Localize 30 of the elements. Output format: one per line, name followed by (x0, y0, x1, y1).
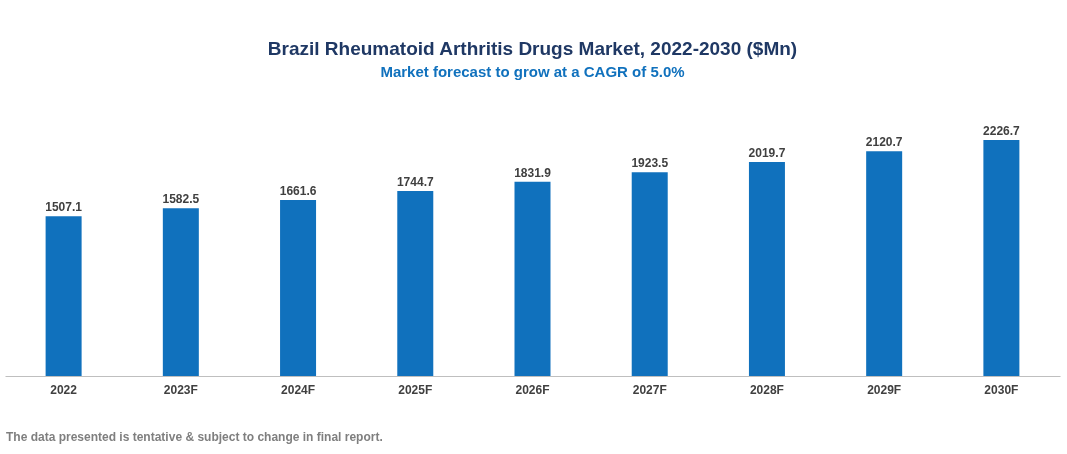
x-tick-label: 2025F (398, 382, 433, 397)
data-label: 1661.6 (279, 183, 317, 198)
bar (514, 181, 551, 376)
bar (748, 161, 785, 376)
x-tick-label: 2030F (984, 382, 1019, 397)
data-label: 1744.7 (396, 175, 434, 190)
data-label: 1507.1 (45, 200, 83, 215)
bar (45, 216, 82, 376)
bar (631, 172, 668, 376)
x-tick-label: 2026F (515, 382, 550, 397)
bar (397, 191, 434, 376)
x-tick-label: 2023F (163, 382, 198, 397)
data-label: 2019.7 (748, 145, 786, 160)
data-label: 2226.7 (983, 124, 1021, 138)
x-tick-label: 2028F (749, 382, 784, 397)
x-tick-label: 2022 (50, 382, 78, 397)
data-label: 1831.9 (514, 165, 552, 180)
bar (280, 199, 317, 376)
bar (866, 151, 903, 376)
bar (983, 140, 1020, 376)
x-tick-label: 2029F (867, 382, 902, 397)
x-tick-label: 2027F (632, 382, 667, 397)
x-tick-label: 2024F (281, 382, 316, 397)
chart-title: Brazil Rheumatoid Arthritis Drugs Market, 2022-2030 ($Mn) (267, 38, 798, 59)
data-label: 2120.7 (865, 135, 903, 150)
chart-subtitle: Market forecast to grow at a CAGR of 5.0% (380, 63, 685, 80)
text: The data presented is tentative & subject to change in final report. (6, 430, 383, 444)
bar (162, 208, 199, 376)
data-label: 1923.5 (631, 156, 669, 171)
data-label: 1582.5 (162, 192, 200, 207)
